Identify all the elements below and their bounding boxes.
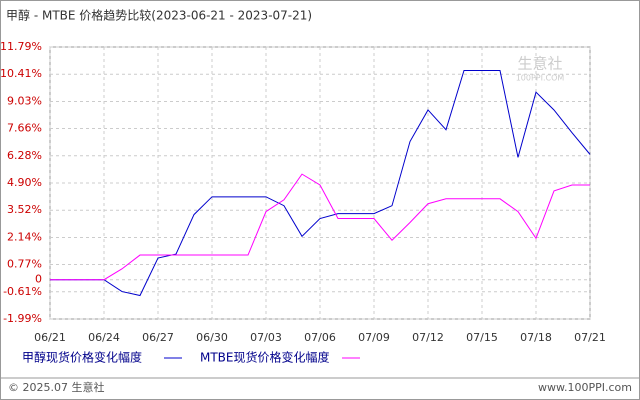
legend-label: MTBE现货价格变化幅度 — [200, 350, 330, 365]
footer-left: © 2025.07 生意社 — [8, 380, 104, 394]
watermark-site: 100PPI.COM — [516, 74, 565, 83]
x-tick-label: 06/21 — [34, 331, 66, 344]
y-tick-label: 9.03% — [7, 94, 42, 107]
y-tick-label: 7.66% — [7, 122, 42, 135]
y-tick-label: 10.41% — [0, 67, 42, 80]
x-tick-label: 06/30 — [196, 331, 228, 344]
y-tick-label: 2.14% — [7, 230, 42, 243]
x-tick-label: 06/27 — [142, 331, 174, 344]
series-line — [50, 69, 591, 297]
y-tick-label: -1.99% — [3, 312, 42, 325]
chart-title: 甲醇 - MTBE 价格趋势比较(2023-06-21 - 2023-07-21… — [6, 8, 312, 23]
x-tick-label: 07/12 — [412, 331, 444, 344]
y-tick-label: 4.90% — [7, 176, 42, 189]
x-tick-label: 07/21 — [574, 331, 606, 344]
x-tick-label: 07/03 — [250, 331, 282, 344]
x-tick-label: 07/18 — [520, 331, 552, 344]
y-tick-label: 3.52% — [7, 203, 42, 216]
y-tick-label: 0.77% — [7, 258, 42, 271]
series-line — [50, 173, 590, 281]
watermark-name: 生意社 — [517, 55, 562, 73]
y-tick-label: 0 — [35, 273, 42, 286]
x-tick-label: 06/24 — [88, 331, 120, 344]
x-tick-label: 07/15 — [466, 331, 498, 344]
legend-label: 甲醇现货价格变化幅度 — [22, 350, 142, 365]
x-tick-label: 07/09 — [358, 331, 390, 344]
y-tick-label: -0.61% — [3, 285, 42, 298]
y-tick-label: 11.79% — [0, 40, 42, 53]
y-tick-label: 6.28% — [7, 149, 42, 162]
x-tick-label: 07/06 — [304, 331, 336, 344]
footer-right: www.100PPI.com — [538, 381, 632, 394]
